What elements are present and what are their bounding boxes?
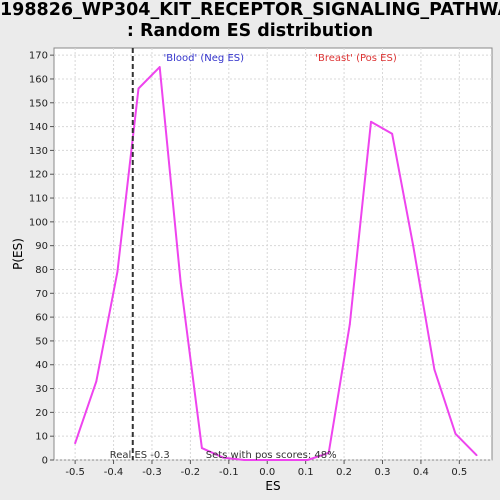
neg-es-label: 'Blood' (Neg ES) (164, 53, 245, 64)
data-point (391, 132, 394, 135)
x-tick-label: -0.5 (65, 467, 85, 478)
y-tick-label: 160 (29, 74, 48, 85)
data-point (264, 459, 267, 461)
x-tick-label: -0.4 (104, 467, 124, 478)
data-point (74, 442, 77, 445)
x-tick-label: 0.4 (413, 467, 429, 478)
y-tick-label: 110 (29, 194, 48, 205)
data-point (158, 66, 161, 68)
data-point (327, 451, 330, 454)
y-axis-label: P(ES) (11, 238, 25, 270)
chart-title: 198826_WP304_KIT_RECEPTOR_SIGNALING_PATH… (0, 0, 500, 42)
y-tick-label: 70 (35, 289, 48, 300)
x-tick-label: -0.2 (181, 467, 201, 478)
y-tick-label: 170 (29, 51, 48, 62)
x-tick-label: -0.1 (219, 467, 239, 478)
x-tick-label: 0.0 (259, 467, 275, 478)
y-axis: 0 10 20 30 40 50 60 70 80 90 100 110 120 130 140 150 160… (29, 51, 54, 467)
y-tick-label: 130 (29, 146, 48, 157)
x-axis-label: ES (265, 479, 280, 493)
y-tick-label: 0 (42, 456, 48, 467)
y-tick-label: 80 (35, 265, 48, 276)
data-point (475, 454, 478, 457)
chart-title-line-1: 198826_WP304_KIT_RECEPTOR_SIGNALING_PATH… (0, 0, 500, 20)
data-point (95, 380, 98, 383)
series-line (74, 66, 478, 461)
y-tick-label: 30 (35, 384, 48, 395)
x-tick-label: 0.1 (298, 467, 314, 478)
data-point (370, 120, 372, 123)
pos-es-label: 'Breast' (Pos ES) (315, 53, 397, 64)
y-tick-label: 120 (29, 170, 48, 181)
data-point (306, 459, 309, 461)
plot-area (53, 47, 493, 461)
y-tick-label: 140 (29, 122, 48, 133)
grid (54, 48, 492, 461)
data-point (348, 323, 351, 326)
data-point (116, 270, 119, 273)
y-tick-label: 50 (35, 336, 48, 347)
data-point (454, 432, 457, 435)
y-tick-label: 40 (35, 360, 48, 371)
chart-title-line-2: : Random ES distribution (126, 21, 374, 41)
data-point (179, 282, 182, 285)
data-point (285, 459, 288, 461)
y-tick-label: 60 (35, 313, 48, 324)
data-point (137, 87, 140, 90)
pos-scores-label: Sets with pos scores: 48% (206, 450, 337, 461)
data-point (412, 244, 415, 247)
x-tick-label: 0.3 (375, 467, 391, 478)
data-point (222, 456, 224, 459)
y-tick-label: 150 (29, 98, 48, 109)
y-tick-label: 10 (35, 432, 48, 443)
data-point (201, 447, 203, 449)
y-tick-label: 100 (29, 217, 48, 228)
x-tick-label: 0.5 (451, 467, 467, 478)
data-point (433, 368, 436, 371)
x-axis: -0.5 -0.4 -0.3 -0.2 -0.1 0.0 0.1 0.2 0.3 0.4 0.5 (65, 460, 467, 478)
y-tick-label: 20 (35, 408, 48, 419)
series-layer (74, 66, 478, 461)
x-tick-label: 0.2 (336, 467, 352, 478)
y-tick-label: 90 (35, 241, 48, 252)
real-es-label: Real ES -0.3 (110, 450, 170, 461)
data-point (243, 459, 246, 461)
x-tick-label: -0.3 (142, 467, 162, 478)
